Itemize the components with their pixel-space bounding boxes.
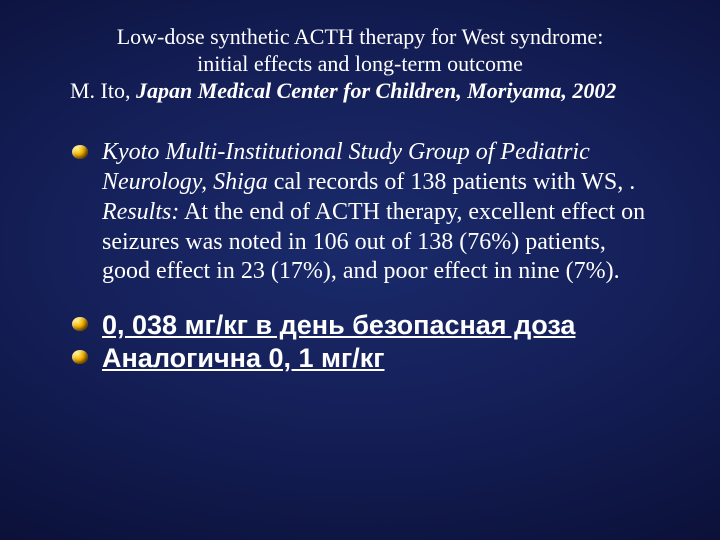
body-list: Kyoto Multi-Institutional Study Group of… — [30, 138, 690, 287]
title-line-3: M. Ito, Japan Medical Center for Childre… — [70, 78, 650, 105]
body-text-mid: cal records of 138 patients with WS, . — [268, 169, 635, 195]
title-line-2: initial effects and long-term outcome — [70, 51, 650, 78]
slide: Low-dose synthetic ACTH therapy for West… — [0, 0, 720, 540]
body-paragraph: Kyoto Multi-Institutional Study Group of… — [102, 138, 646, 287]
title-block: Low-dose synthetic ACTH therapy for West… — [70, 24, 650, 104]
title-line-1: Low-dose synthetic ACTH therapy for West… — [70, 24, 650, 51]
dose-line-2: Аналогична 0, 1 мг/кг — [102, 342, 650, 374]
dose-line-1: 0, 038 мг/кг в день безопасная доза — [102, 309, 650, 341]
title-affiliation: Japan Medical Center for Children, Moriy… — [131, 78, 617, 103]
dose-list: 0, 038 мг/кг в день безопасная доза Анал… — [30, 309, 690, 374]
title-author: M. Ito, — [70, 78, 131, 103]
body-text-tail: At the end of ACTH therapy, excellent ef… — [102, 199, 645, 285]
results-label: Results: — [102, 199, 179, 225]
